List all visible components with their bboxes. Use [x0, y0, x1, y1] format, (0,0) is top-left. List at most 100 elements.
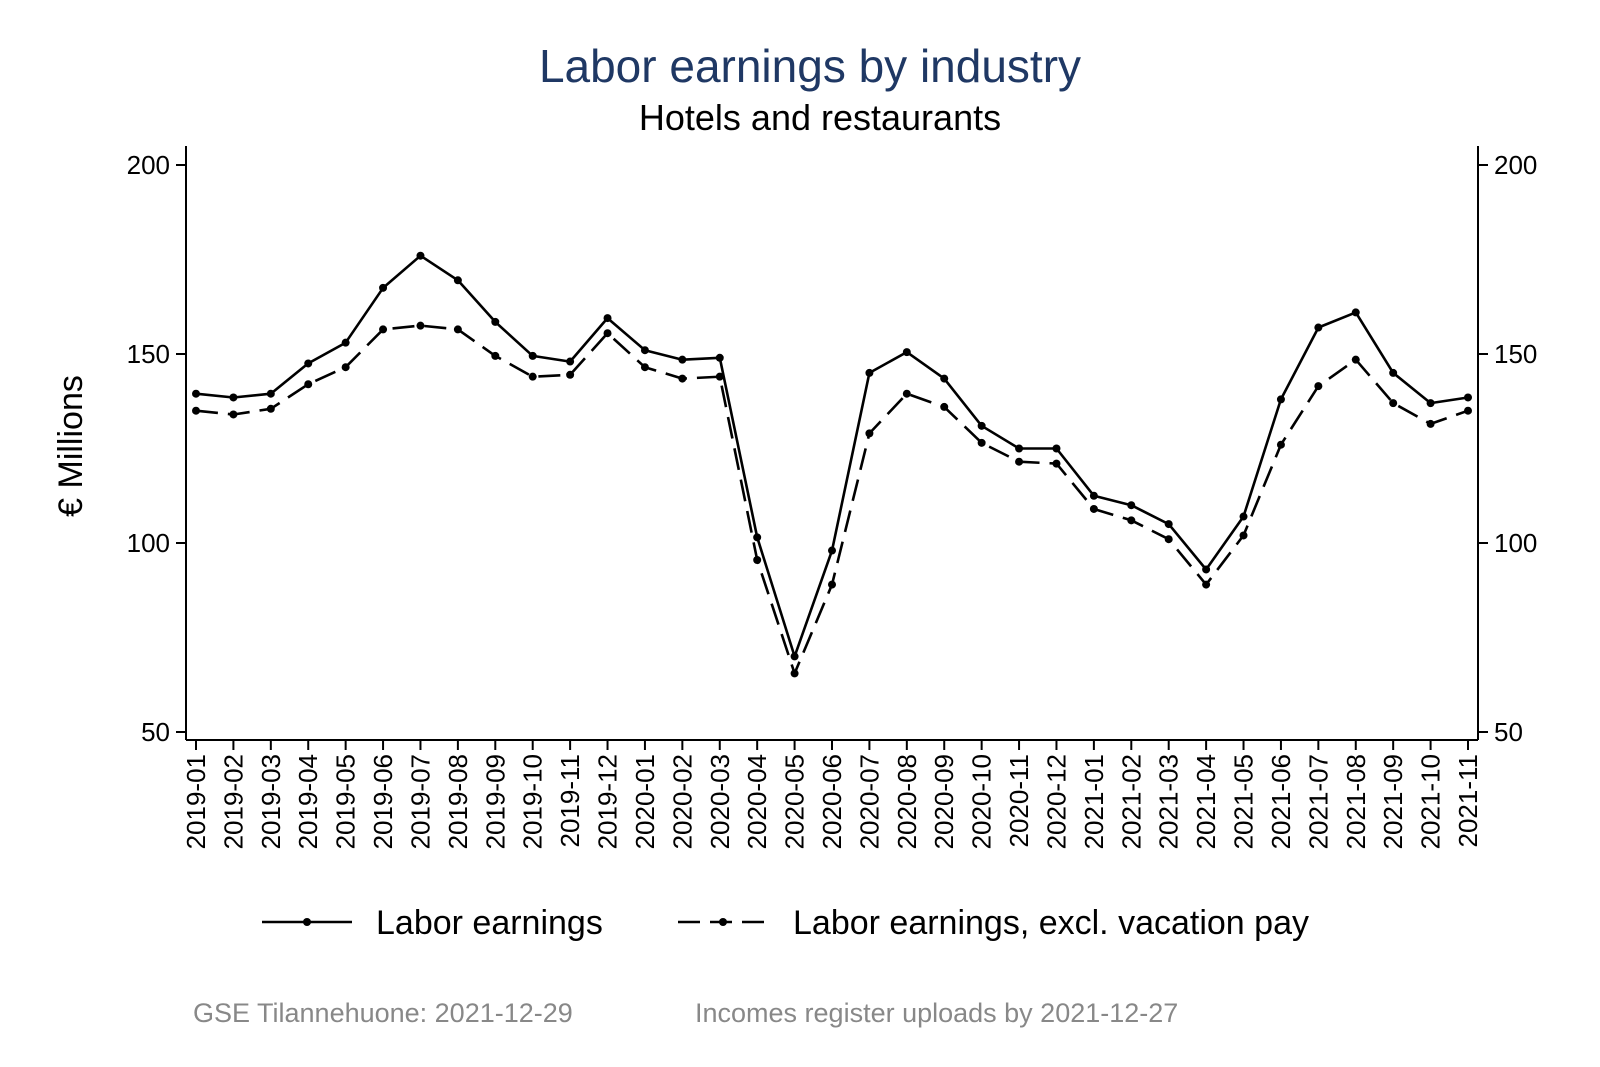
series-2-point — [1089, 504, 1098, 513]
series-2-point — [453, 325, 462, 334]
x-tick-label: 2019-03 — [256, 754, 286, 849]
series-2-point — [753, 556, 762, 565]
series-2-point — [940, 402, 949, 411]
y-tick-label-left: 200 — [127, 150, 170, 180]
series-1-point — [603, 314, 612, 323]
y-tick-label-right: 100 — [1494, 528, 1537, 558]
series-1-point — [715, 353, 724, 362]
series-2-point — [1351, 355, 1360, 364]
y-tick-label-left: 50 — [141, 717, 170, 747]
series-2-point — [304, 380, 313, 389]
x-tick-label: 2020-03 — [705, 754, 735, 849]
series-2-point — [229, 410, 238, 419]
chart-title: Labor earnings by industry — [539, 40, 1081, 92]
series-1-point — [1426, 399, 1435, 408]
x-tick-label: 2021-05 — [1229, 754, 1259, 849]
series-2-point — [603, 329, 612, 338]
x-tick-label: 2020-04 — [742, 754, 772, 849]
series-1-point — [940, 374, 949, 383]
x-tick-label: 2021-07 — [1303, 754, 1333, 849]
series-2-point — [1314, 382, 1323, 391]
source-note: GSE Tilannehuone: 2021-12-29 — [193, 998, 573, 1028]
x-tick-label: 2019-10 — [518, 754, 548, 849]
series-2-point — [379, 325, 388, 334]
axes: 50 50 100 100 150 150 200 200 2019-01 2019-02 2019… — [127, 146, 1537, 849]
series-2-point — [341, 363, 350, 372]
x-tick-label: 2020-09 — [929, 754, 959, 849]
series-1-point — [416, 251, 425, 260]
x-tick-label: 2020-06 — [817, 754, 847, 849]
x-tick-label: 2020-08 — [892, 754, 922, 849]
x-tick-label: 2020-11 — [1004, 754, 1034, 848]
legend-label-1: Labor earnings — [376, 904, 603, 942]
series-2-point — [528, 372, 537, 381]
series-2-point — [566, 370, 575, 379]
upload-note: Incomes register uploads by 2021-12-27 — [695, 998, 1178, 1028]
series-2-point — [1276, 440, 1285, 449]
series-1-point — [1164, 520, 1173, 529]
series-1-point — [229, 393, 238, 402]
series-1-point — [753, 533, 762, 542]
series-1-point — [1015, 444, 1024, 453]
x-tick-label: 2021-02 — [1116, 754, 1146, 849]
x-tick-label: 2021-04 — [1191, 754, 1221, 849]
series-2-point — [902, 389, 911, 398]
series-2-point — [1426, 419, 1435, 428]
series-1-point — [528, 351, 537, 360]
x-tick-label: 2019-11 — [555, 754, 585, 848]
series-2-point — [192, 406, 200, 415]
series-1-point — [453, 276, 462, 285]
series-1-point — [192, 389, 200, 398]
series-2-point — [1052, 459, 1061, 468]
y-tick-label-left: 150 — [127, 339, 170, 369]
series-1-point — [1464, 393, 1472, 402]
chart-subtitle: Hotels and restaurants — [639, 97, 1001, 138]
series-2-point — [1164, 535, 1173, 544]
series-1-point — [341, 338, 350, 347]
series-1-point — [1052, 444, 1061, 453]
series-2-point — [1389, 399, 1398, 408]
series-2-point — [266, 404, 275, 413]
series-line-2 — [195, 324, 1469, 675]
series-1-point — [1314, 323, 1323, 332]
series-2-point — [790, 669, 799, 678]
series-2-point — [1015, 457, 1024, 466]
series-2-point — [977, 438, 986, 447]
series-1-point — [566, 357, 575, 366]
y-tick-label-right: 50 — [1494, 717, 1523, 747]
x-tick-label: 2021-03 — [1154, 754, 1184, 849]
series-2-point — [865, 429, 874, 438]
x-tick-label: 2021-10 — [1416, 754, 1446, 849]
series-1-point — [1276, 395, 1285, 404]
series-1-point — [1389, 368, 1398, 377]
x-tick-label: 2019-06 — [368, 754, 398, 849]
x-tick-label: 2020-12 — [1041, 754, 1071, 849]
series-1-point — [1089, 491, 1098, 500]
x-tick-label: 2019-08 — [443, 754, 473, 849]
y-axis-label: € Millions — [52, 375, 90, 517]
series-2-point — [678, 374, 687, 383]
plot-area — [192, 251, 1472, 678]
x-tick-label: 2020-05 — [780, 754, 810, 849]
series-1-point — [304, 359, 313, 368]
series-1-point — [1351, 308, 1360, 317]
x-tick-label: 2021-01 — [1079, 754, 1109, 849]
legend-label-2: Labor earnings, excl. vacation pay — [793, 904, 1309, 942]
y-tick-label-right: 150 — [1494, 339, 1537, 369]
x-tick-label: 2021-11 — [1453, 754, 1483, 848]
x-tick-label: 2020-01 — [630, 754, 660, 849]
series-1-point — [977, 421, 986, 430]
legend-marker-2 — [719, 918, 727, 926]
series-1-point — [266, 389, 275, 398]
series-2-point — [1239, 531, 1248, 540]
x-tick-label: 2019-02 — [218, 754, 248, 849]
x-tick-label: 2019-04 — [293, 754, 323, 849]
series-2-point — [1127, 516, 1136, 525]
series-1-point — [491, 317, 500, 326]
x-tick-label: 2021-06 — [1266, 754, 1296, 849]
x-tick-label: 2021-09 — [1378, 754, 1408, 849]
series-2-point — [640, 363, 649, 372]
x-tick-label: 2020-07 — [854, 754, 884, 849]
series-2-point — [416, 321, 425, 330]
